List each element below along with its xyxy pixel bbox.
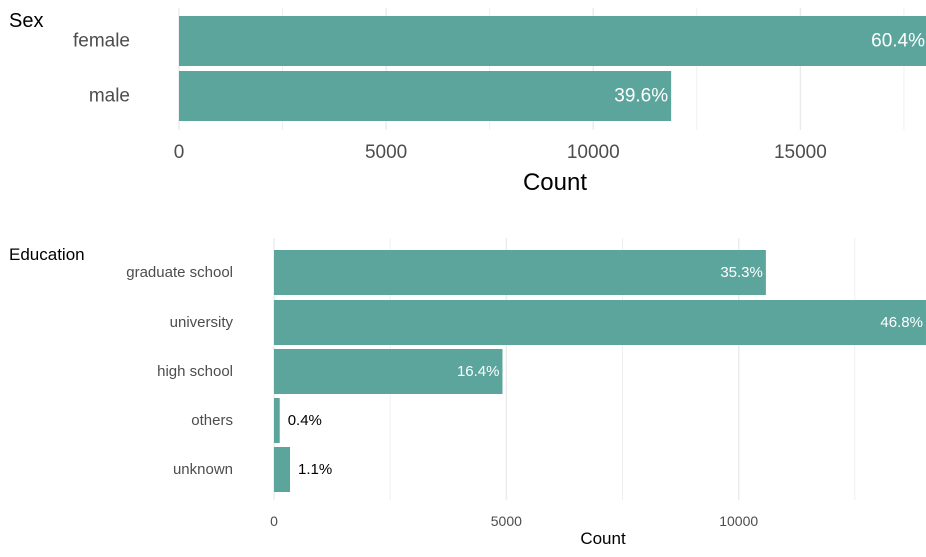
x-tick-label: 5000 [365, 142, 407, 163]
category-label: high school [157, 363, 233, 380]
bar [179, 16, 926, 66]
x-axis-label: Count [523, 169, 587, 196]
data-label: 35.3% [720, 264, 763, 281]
x-tick-label: 5000 [491, 513, 522, 529]
panel-title: Sex [9, 10, 43, 32]
category-label: others [191, 412, 233, 429]
category-label: university [170, 314, 234, 331]
x-tick-label: 10000 [567, 142, 620, 163]
x-tick-label: 15000 [774, 142, 827, 163]
x-tick-label: 0 [270, 513, 278, 529]
bar [274, 300, 926, 345]
category-label: unknown [173, 461, 233, 478]
bar [274, 250, 766, 295]
data-label: 39.6% [614, 86, 668, 107]
x-tick-label: 10000 [719, 513, 758, 529]
bar [179, 71, 672, 121]
data-label: 16.4% [457, 363, 500, 380]
bar [274, 349, 503, 394]
category-label: graduate school [126, 264, 233, 281]
panel-title: Education [9, 245, 85, 264]
data-label: 46.8% [880, 314, 923, 331]
category-label: male [89, 86, 130, 107]
data-label: 60.4% [871, 31, 925, 52]
x-axis-label: Count [580, 529, 626, 548]
bar [274, 447, 291, 492]
category-label: female [73, 31, 130, 52]
data-label: 1.1% [298, 461, 332, 478]
data-label: 0.4% [288, 412, 322, 429]
x-tick-label: 0 [174, 142, 185, 163]
bar [274, 398, 280, 443]
